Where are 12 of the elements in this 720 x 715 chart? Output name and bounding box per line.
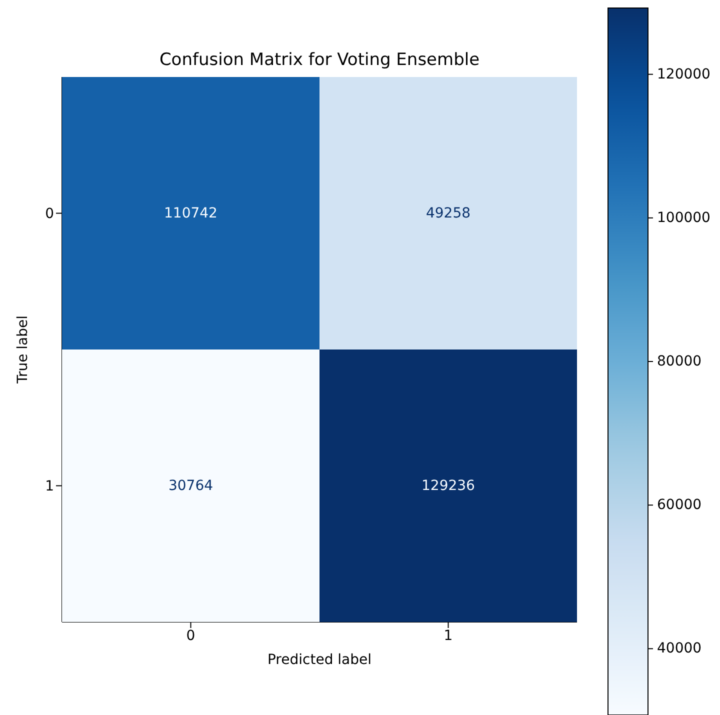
data-label: 49258	[426, 205, 471, 222]
color-bar-label: 40000	[657, 640, 702, 657]
chart-title: Confusion Matrix for Voting Ensemble	[158, 50, 481, 70]
color-bar-label: 100000	[657, 210, 710, 226]
data-label: 129236	[422, 478, 476, 494]
data-label: 30764	[168, 478, 214, 494]
y-axis-title: True label	[14, 315, 31, 385]
x-axis-title: Predicted label	[267, 652, 372, 668]
color-bar-label: 120000	[657, 66, 710, 82]
color-bar-label: 80000	[657, 354, 702, 370]
color-bar-label: 60000	[657, 497, 702, 514]
data-label: 110742	[164, 205, 218, 222]
